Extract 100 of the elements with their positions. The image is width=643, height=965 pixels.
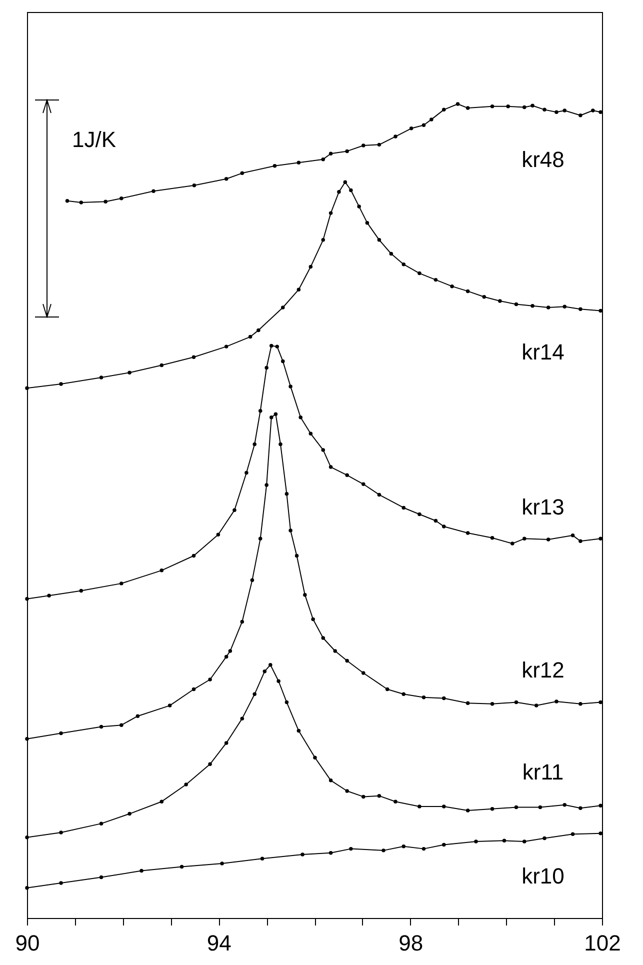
point xyxy=(288,384,292,388)
point xyxy=(546,306,550,310)
point xyxy=(258,409,262,413)
point xyxy=(522,840,526,844)
point xyxy=(321,448,325,452)
point xyxy=(394,800,398,804)
point xyxy=(389,252,394,256)
point xyxy=(240,716,244,720)
point xyxy=(357,204,361,208)
point xyxy=(180,864,184,869)
point xyxy=(530,104,534,108)
point xyxy=(224,344,228,348)
point xyxy=(216,532,220,536)
point xyxy=(294,554,299,558)
point xyxy=(208,678,212,682)
point xyxy=(349,188,353,192)
point xyxy=(328,465,333,469)
point xyxy=(466,106,470,110)
point xyxy=(442,842,446,847)
point xyxy=(224,177,228,181)
point xyxy=(530,304,534,308)
point xyxy=(349,846,353,851)
point xyxy=(598,700,602,704)
point xyxy=(99,724,104,729)
point xyxy=(362,671,366,675)
point xyxy=(562,802,566,807)
point xyxy=(224,741,228,745)
point xyxy=(328,152,333,156)
series-label: kr11 xyxy=(522,760,564,785)
point xyxy=(377,794,382,798)
point xyxy=(256,328,260,332)
point xyxy=(377,238,382,242)
point xyxy=(268,662,272,667)
point xyxy=(192,355,196,360)
point xyxy=(232,508,236,512)
point xyxy=(578,307,582,311)
point xyxy=(192,184,196,188)
point xyxy=(25,836,29,840)
point xyxy=(456,102,460,106)
point xyxy=(578,539,582,543)
point xyxy=(482,295,486,299)
point xyxy=(554,700,558,704)
point xyxy=(434,518,438,523)
point xyxy=(466,531,470,535)
point xyxy=(345,789,349,793)
point xyxy=(220,862,224,866)
point xyxy=(402,506,406,510)
point xyxy=(140,868,144,873)
point xyxy=(382,848,386,852)
point xyxy=(377,142,382,147)
point xyxy=(59,830,63,834)
point xyxy=(99,875,104,880)
point xyxy=(228,649,232,653)
point xyxy=(270,416,274,420)
point xyxy=(490,104,494,108)
point xyxy=(248,334,252,339)
point xyxy=(25,886,29,890)
point xyxy=(128,370,132,374)
point xyxy=(168,704,172,708)
point xyxy=(402,262,406,266)
point xyxy=(490,807,494,811)
point xyxy=(377,492,382,497)
point xyxy=(345,473,349,478)
point xyxy=(79,200,84,204)
point xyxy=(578,806,582,810)
point xyxy=(562,304,566,309)
point xyxy=(59,731,63,736)
series-label: kr13 xyxy=(522,494,564,520)
point xyxy=(394,134,398,138)
point xyxy=(337,190,341,194)
point xyxy=(422,123,426,128)
point xyxy=(343,180,348,184)
point xyxy=(442,804,446,808)
point xyxy=(25,737,29,741)
point xyxy=(240,620,244,624)
point xyxy=(308,264,313,269)
point xyxy=(430,118,434,122)
x-tick-label: 98 xyxy=(398,930,424,956)
point xyxy=(434,278,438,282)
point xyxy=(466,289,470,294)
point xyxy=(422,846,426,851)
point xyxy=(365,220,370,225)
point xyxy=(418,804,422,808)
point xyxy=(562,108,566,112)
point xyxy=(284,492,289,496)
point xyxy=(260,856,264,860)
point xyxy=(120,723,124,727)
point xyxy=(474,840,478,844)
x-tick-label: 94 xyxy=(206,930,232,956)
point xyxy=(192,687,196,692)
point xyxy=(281,306,285,310)
point xyxy=(275,344,279,348)
point xyxy=(598,110,602,114)
point xyxy=(333,649,337,653)
point xyxy=(514,805,518,810)
series-label: kr14 xyxy=(522,340,564,365)
point xyxy=(422,696,426,700)
point xyxy=(311,617,315,622)
point xyxy=(570,534,575,538)
point xyxy=(300,852,304,856)
